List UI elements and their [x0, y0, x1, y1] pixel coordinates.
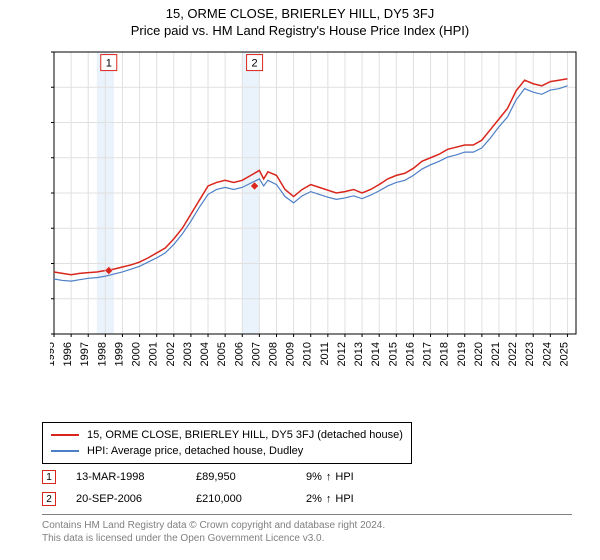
- annotation-marker: 1: [42, 470, 56, 484]
- x-tick-label: 2023: [524, 342, 536, 366]
- x-tick-label: 2001: [148, 342, 160, 366]
- legend-label: HPI: Average price, detached house, Dudl…: [87, 443, 303, 459]
- legend-row: HPI: Average price, detached house, Dudl…: [51, 443, 403, 459]
- x-tick-label: 2015: [387, 342, 399, 366]
- x-tick-label: 2005: [216, 342, 228, 366]
- x-tick-label: 2025: [558, 342, 570, 366]
- x-tick-label: 2004: [199, 342, 211, 366]
- x-tick-label: 2018: [439, 342, 451, 366]
- x-tick-label: 2022: [507, 342, 519, 366]
- x-tick-label: 2011: [319, 342, 331, 366]
- x-tick-label: 2009: [285, 342, 297, 366]
- x-tick-label: 2007: [250, 342, 262, 366]
- x-tick-label: 2013: [353, 342, 365, 366]
- x-tick-label: 2010: [302, 342, 314, 366]
- license-text: Contains HM Land Registry data © Crown c…: [42, 514, 572, 545]
- annotation-price: £210,000: [196, 493, 306, 505]
- x-tick-label: 2000: [131, 342, 143, 366]
- x-tick-label: 2008: [267, 342, 279, 366]
- annotation-price: £89,950: [196, 471, 306, 483]
- x-tick-label: 2017: [422, 342, 434, 366]
- x-tick-label: 2016: [404, 342, 416, 366]
- annotation-date: 20-SEP-2006: [76, 493, 196, 505]
- x-tick-label: 2002: [165, 342, 177, 366]
- annotation-row: 1 13-MAR-1998£89,9509%↑HPI: [42, 466, 386, 488]
- x-tick-label: 1998: [96, 342, 108, 366]
- license-line1: Contains HM Land Registry data © Crown c…: [42, 519, 572, 532]
- title-line2: Price paid vs. HM Land Registry's House …: [0, 23, 600, 38]
- legend-swatch: [51, 434, 79, 436]
- x-tick-label: 2021: [490, 342, 502, 366]
- arrow-up-icon: ↑: [326, 493, 332, 505]
- annotation-number: 1: [106, 58, 112, 70]
- x-tick-label: 1997: [79, 342, 91, 366]
- x-tick-label: 2012: [336, 342, 348, 366]
- annotation-date: 13-MAR-1998: [76, 471, 196, 483]
- annotation-row: 2 20-SEP-2006£210,0002%↑HPI: [42, 488, 386, 510]
- annotation-table: 1 13-MAR-1998£89,9509%↑HPI 2 20-SEP-2006£21…: [42, 466, 386, 510]
- x-tick-label: 2024: [541, 342, 553, 366]
- legend-swatch: [51, 450, 79, 452]
- legend-label: 15, ORME CLOSE, BRIERLEY HILL, DY5 3FJ (…: [87, 427, 403, 443]
- x-tick-label: 2020: [473, 342, 485, 366]
- figure-root: 15, ORME CLOSE, BRIERLEY HILL, DY5 3FJ P…: [0, 0, 600, 560]
- chart-svg: £0£50K£100K£150K£200K£250K£300K£350K£400…: [50, 48, 580, 378]
- x-tick-label: 2014: [370, 342, 382, 366]
- x-tick-label: 2006: [233, 342, 245, 366]
- legend-row: 15, ORME CLOSE, BRIERLEY HILL, DY5 3FJ (…: [51, 427, 403, 443]
- annotation-pct: 9%↑HPI: [306, 471, 386, 483]
- title-block: 15, ORME CLOSE, BRIERLEY HILL, DY5 3FJ P…: [0, 0, 600, 38]
- annotation-pct: 2%↑HPI: [306, 493, 386, 505]
- arrow-up-icon: ↑: [326, 471, 332, 483]
- x-tick-label: 2019: [456, 342, 468, 366]
- legend-box: 15, ORME CLOSE, BRIERLEY HILL, DY5 3FJ (…: [42, 422, 412, 464]
- x-tick-label: 1999: [113, 342, 125, 366]
- license-line2: This data is licensed under the Open Gov…: [42, 532, 572, 545]
- chart-area: £0£50K£100K£150K£200K£250K£300K£350K£400…: [50, 48, 580, 378]
- x-tick-label: 1996: [62, 342, 74, 366]
- title-line1: 15, ORME CLOSE, BRIERLEY HILL, DY5 3FJ: [0, 6, 600, 21]
- x-tick-label: 1995: [50, 342, 57, 366]
- annotation-marker: 2: [42, 492, 56, 506]
- annotation-number: 2: [252, 58, 258, 70]
- x-tick-label: 2003: [182, 342, 194, 366]
